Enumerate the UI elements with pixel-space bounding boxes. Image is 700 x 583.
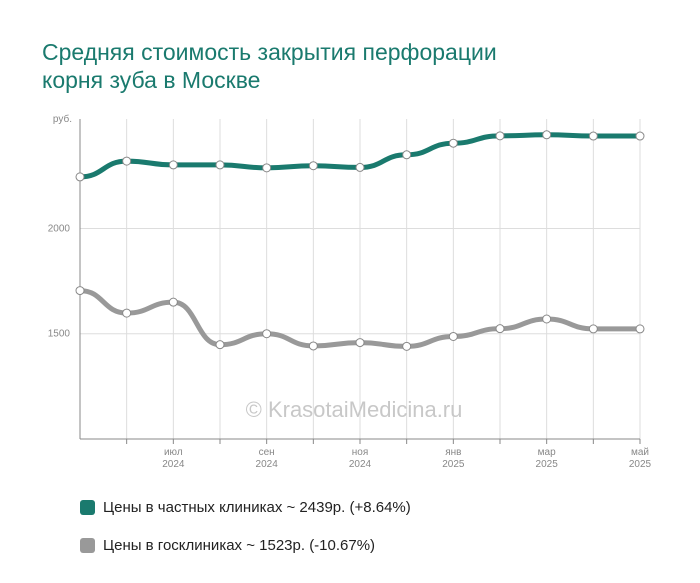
x-tick-label-month: сен — [259, 447, 275, 458]
chart-title-line2: корня зуба в Москве — [42, 67, 261, 93]
x-tick-label-year: 2025 — [629, 459, 652, 470]
watermark: © KrasotaiMedicina.ru — [246, 397, 463, 422]
legend-swatch-private — [80, 499, 95, 515]
data-point — [122, 156, 132, 166]
x-tick-label-year: 2025 — [442, 459, 465, 470]
legend-item-public[interactable]: Цены в госклиниках ~ 1523р. (-10.67%) — [80, 526, 411, 564]
x-tick-label-year: 2024 — [162, 459, 185, 470]
legend-swatch-public — [80, 537, 95, 553]
x-tick-label-month: май — [631, 447, 649, 458]
data-point — [448, 331, 458, 341]
data-point — [215, 160, 225, 170]
data-point — [308, 341, 318, 351]
legend-label-public: Цены в госклиниках ~ 1523р. (-10.67%) — [103, 536, 376, 554]
data-point — [542, 130, 552, 140]
y-tick-label: 2000 — [48, 223, 71, 234]
data-point — [495, 131, 505, 141]
data-point — [635, 324, 645, 334]
data-point — [168, 297, 178, 307]
data-point — [448, 138, 458, 148]
data-point — [402, 341, 412, 351]
series-1 — [75, 286, 645, 351]
data-point — [262, 329, 272, 339]
chart-series — [75, 130, 645, 351]
x-tick-label-year: 2024 — [349, 459, 372, 470]
data-point — [588, 324, 598, 334]
x-tick-label-month: мар — [538, 447, 556, 458]
chart-title-line1: Средняя стоимость закрытия перфорации — [42, 39, 497, 65]
data-point — [308, 161, 318, 171]
data-point — [402, 150, 412, 160]
chart-title: Средняя стоимость закрытия перфорации ко… — [42, 38, 602, 94]
x-tick-label-year: 2025 — [536, 459, 559, 470]
legend-label-private: Цены в частных клиниках ~ 2439р. (+8.64%… — [103, 498, 411, 516]
data-point — [542, 314, 552, 324]
data-point — [75, 172, 85, 182]
data-point — [495, 324, 505, 334]
x-tick-label-year: 2024 — [256, 459, 279, 470]
data-point — [355, 338, 365, 348]
legend: Цены в частных клиниках ~ 2439р. (+8.64%… — [80, 488, 411, 564]
x-tick-label-month: янв — [445, 447, 461, 458]
data-point — [262, 163, 272, 173]
chart-axes: 20001500руб.июл2024сен2024ноя2024янв2025… — [48, 113, 652, 470]
x-tick-label-month: июл — [164, 447, 183, 458]
data-point — [588, 131, 598, 141]
y-axis-unit: руб. — [53, 113, 72, 125]
data-point — [75, 286, 85, 296]
series-0 — [75, 130, 645, 182]
data-point — [122, 308, 132, 318]
y-tick-label: 1500 — [48, 329, 71, 340]
legend-item-private[interactable]: Цены в частных клиниках ~ 2439р. (+8.64%… — [80, 488, 411, 526]
data-point — [355, 162, 365, 172]
data-point — [215, 340, 225, 350]
x-tick-label-month: ноя — [352, 447, 369, 458]
data-point — [635, 131, 645, 141]
data-point — [168, 160, 178, 170]
chart-grid — [80, 119, 641, 439]
